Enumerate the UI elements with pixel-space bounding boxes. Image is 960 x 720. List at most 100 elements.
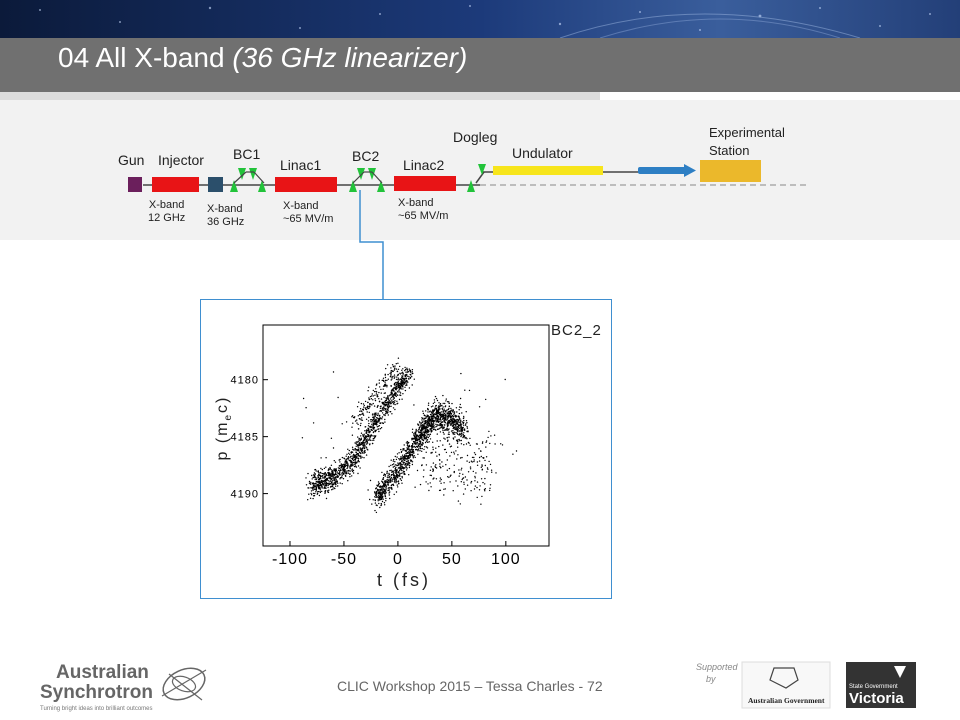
scatter-point bbox=[435, 451, 437, 453]
scatter-point bbox=[403, 466, 405, 469]
scatter-point bbox=[485, 398, 487, 401]
scatter-point bbox=[441, 404, 443, 407]
scatter-point bbox=[432, 422, 435, 424]
scatter-point bbox=[399, 372, 401, 374]
scatter-point bbox=[359, 410, 361, 412]
scatter-point bbox=[489, 463, 492, 466]
scatter-point bbox=[408, 445, 410, 448]
scatter-point bbox=[379, 493, 382, 496]
scatter-point bbox=[351, 464, 353, 467]
scatter-point bbox=[484, 488, 486, 490]
scatter-point bbox=[423, 419, 425, 421]
scatter-point bbox=[425, 440, 428, 442]
scatter-point bbox=[431, 420, 433, 422]
scatter-point bbox=[371, 503, 373, 505]
scatter-point bbox=[403, 382, 406, 385]
scatter-point bbox=[432, 468, 434, 470]
scatter-point bbox=[324, 492, 326, 494]
scatter-point bbox=[423, 414, 426, 416]
scatter-point bbox=[333, 460, 335, 462]
scatter-point bbox=[315, 488, 318, 490]
scatter-point bbox=[390, 375, 392, 377]
scatter-point bbox=[422, 443, 424, 445]
scatter-point bbox=[453, 471, 455, 474]
scatter-point bbox=[378, 497, 380, 499]
scatter-point bbox=[452, 417, 454, 420]
scatter-point bbox=[482, 441, 484, 443]
scatter-point bbox=[432, 402, 435, 405]
scatter-point bbox=[375, 487, 378, 489]
logo-tagline: Turning bright ideas into brilliant outc… bbox=[40, 706, 153, 712]
scatter-point bbox=[397, 368, 400, 370]
scatter-point bbox=[405, 465, 407, 468]
scatter-point bbox=[445, 410, 447, 412]
scatter-point bbox=[386, 472, 388, 475]
scatter-point bbox=[335, 479, 337, 481]
scatter-point bbox=[440, 427, 442, 429]
scatter-point bbox=[452, 438, 455, 440]
scatter-point bbox=[379, 417, 381, 419]
scatter-point bbox=[404, 456, 406, 459]
scatter-point bbox=[372, 499, 374, 501]
scatter-point bbox=[327, 477, 329, 479]
scatter-point bbox=[349, 470, 351, 472]
scatter-point bbox=[397, 462, 399, 464]
scatter-point bbox=[351, 446, 354, 448]
scatter-point bbox=[369, 498, 371, 501]
scatter-point bbox=[361, 456, 363, 458]
scatter-point bbox=[354, 449, 356, 451]
scatter-point bbox=[385, 367, 387, 370]
title-italic: (36 GHz linearizer) bbox=[232, 42, 468, 73]
scatter-point bbox=[357, 459, 360, 462]
scatter-point bbox=[366, 429, 368, 431]
scatter-point bbox=[397, 357, 400, 359]
scatter-point bbox=[450, 418, 452, 421]
scatter-point bbox=[428, 416, 430, 418]
scatter-point bbox=[388, 486, 390, 489]
scatter-point bbox=[442, 465, 444, 467]
scatter-point bbox=[412, 372, 414, 375]
scatter-point bbox=[375, 496, 377, 498]
scatter-point bbox=[332, 488, 334, 490]
scatter-point bbox=[445, 428, 447, 431]
scatter-point bbox=[425, 430, 427, 433]
scatter-point bbox=[462, 477, 464, 480]
scatter-point bbox=[400, 387, 402, 390]
scatter-point bbox=[378, 496, 381, 498]
scatter-point bbox=[439, 404, 441, 406]
scatter-point bbox=[416, 446, 418, 448]
scatter-point bbox=[460, 420, 462, 422]
scatter-point bbox=[440, 423, 443, 425]
scatter-point bbox=[334, 478, 336, 480]
scatter-point bbox=[373, 431, 375, 433]
scatter-point bbox=[449, 475, 451, 477]
scatter-point bbox=[401, 467, 403, 469]
scatter-point bbox=[457, 485, 459, 487]
scatter-point bbox=[389, 400, 391, 402]
scatter-point bbox=[391, 464, 394, 466]
scatter-point bbox=[412, 457, 414, 459]
scatter-point bbox=[373, 428, 375, 430]
scatter-point bbox=[390, 469, 392, 471]
scatter-point bbox=[464, 389, 466, 391]
scatter-point bbox=[416, 469, 419, 472]
scatter-point bbox=[457, 431, 459, 433]
scatter-point bbox=[448, 405, 451, 408]
scatter-point bbox=[444, 488, 446, 490]
scatter-point bbox=[384, 383, 387, 385]
scatter-point bbox=[430, 431, 433, 433]
scatter-point bbox=[395, 482, 397, 484]
scatter-point bbox=[356, 406, 359, 408]
scatter-point bbox=[433, 426, 435, 429]
slide-title: 04 All X-band (36 GHz linearizer) bbox=[58, 42, 467, 74]
scatter-point bbox=[359, 456, 362, 458]
scatter-point bbox=[483, 489, 486, 491]
scatter-point bbox=[404, 375, 406, 378]
scatter-point bbox=[396, 453, 399, 455]
scatter-point bbox=[407, 452, 409, 454]
scatter-point bbox=[449, 481, 451, 483]
scatter-point bbox=[317, 484, 319, 487]
scatter-point bbox=[312, 476, 314, 479]
scatter-point bbox=[382, 388, 384, 390]
linac2-desc-line2: ~65 MV/m bbox=[398, 210, 449, 222]
